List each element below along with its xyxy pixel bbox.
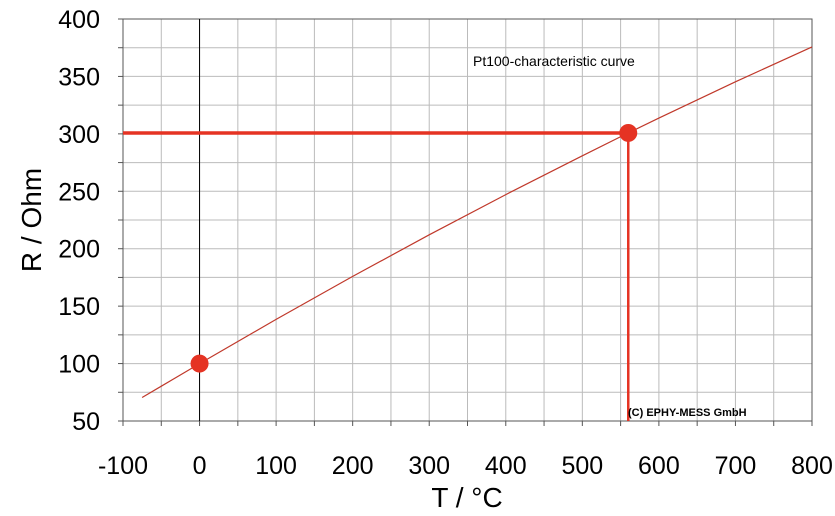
- x-tick-label: 300: [408, 452, 450, 480]
- y-tick-label: 300: [58, 121, 100, 149]
- x-tick-label: 500: [561, 452, 603, 480]
- pt100-curve: [141, 46, 813, 399]
- curve-annotation: Pt100-characteristic curve: [473, 53, 635, 69]
- x-axis-label: T / °C: [431, 482, 502, 513]
- y-tick-label: 150: [58, 293, 100, 321]
- y-tick-label: 50: [72, 408, 100, 436]
- highlight-point: [619, 123, 638, 142]
- x-tick-label: -100: [98, 452, 148, 480]
- y-tick-label: 400: [58, 6, 100, 34]
- x-tick-label: 600: [638, 452, 680, 480]
- y-axis-label: R / Ohm: [16, 168, 47, 272]
- y-tick-label: 100: [58, 351, 100, 379]
- copyright-label: (C) EPHY-MESS GmbH: [628, 407, 747, 419]
- x-tick-label: 400: [485, 452, 527, 480]
- x-tick-label: 0: [193, 452, 207, 480]
- highlight-point: [190, 354, 209, 373]
- y-tick-label: 200: [58, 236, 100, 264]
- y-tick-label: 350: [58, 63, 100, 91]
- x-tick-label: 700: [715, 452, 757, 480]
- x-tick-label: 200: [332, 452, 374, 480]
- x-tick-label: 100: [255, 452, 297, 480]
- reference-lines: [123, 131, 630, 421]
- tick-labels: -100 0 100 200 300 400 500 600 700 800 50 100 150 200…: [58, 6, 833, 480]
- y-tick-label: 250: [58, 178, 100, 206]
- series-layer: [141, 46, 813, 399]
- grid: [123, 19, 812, 421]
- highlight-points: [190, 123, 638, 373]
- x-tick-label: 800: [791, 452, 833, 480]
